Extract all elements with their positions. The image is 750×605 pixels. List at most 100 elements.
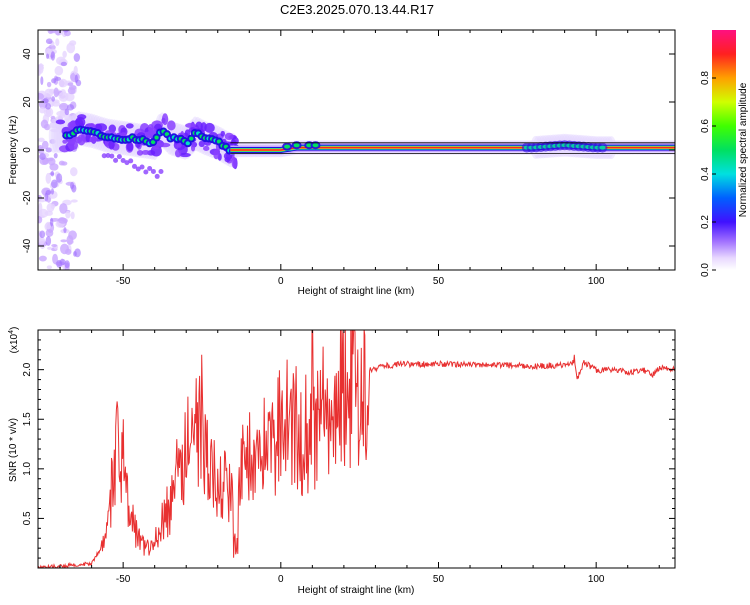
- purple-blob: [131, 163, 137, 169]
- purple-blob: [67, 140, 79, 151]
- noise-blob: [64, 108, 70, 116]
- noise-blob: [73, 53, 81, 62]
- spectrogram-panel: -50 0 50 100 -40 -20 0 20 40 Height of straight…: [8, 29, 676, 297]
- noise-blob: [52, 253, 58, 265]
- y-tick-label: 1.0: [22, 461, 33, 475]
- noise-blob: [38, 65, 42, 76]
- purple-blob: [147, 165, 153, 171]
- noise-blob: [48, 44, 56, 51]
- snr-x-label: Height of straight line (km): [298, 585, 415, 596]
- snr-multiplier-close: ): [9, 327, 20, 330]
- purple-blob: [179, 152, 191, 158]
- noise-blob: [74, 248, 81, 258]
- x-tick-label: 100: [588, 276, 605, 287]
- purple-blob: [204, 122, 215, 133]
- noise-blob: [54, 76, 62, 81]
- purple-blob: [161, 113, 169, 126]
- noise-blob: [38, 197, 47, 203]
- purple-blob: [136, 150, 144, 156]
- noise-blob: [51, 96, 56, 102]
- snr-panel: -50 0 50 100 0.5 1.0 1.5 2.0 Height of straigh…: [8, 327, 676, 596]
- noise-blob: [38, 236, 46, 245]
- y-tick-label: -40: [22, 238, 33, 253]
- noise-blob: [73, 65, 78, 75]
- noise-blob: [44, 192, 49, 202]
- purple-blob: [62, 139, 68, 144]
- noise-blob: [45, 172, 52, 184]
- noise-blob: [39, 230, 46, 239]
- noise-blob: [46, 53, 50, 59]
- colorbar-tick-label: 0.2: [700, 215, 711, 229]
- noise-blob: [56, 173, 63, 183]
- noise-blob: [47, 157, 56, 166]
- noise-blob: [50, 51, 56, 61]
- spectrogram-y-ticks: -40 -20 0 20 40: [22, 48, 675, 253]
- noise-blob: [38, 92, 45, 100]
- noise-blob: [67, 82, 74, 86]
- x-tick-label: -50: [116, 276, 131, 287]
- x-tick-label: 100: [588, 574, 605, 585]
- ridge-bump-core: [284, 144, 291, 149]
- noise-blob: [45, 190, 52, 195]
- noise-blob: [59, 102, 69, 111]
- noise-blob: [43, 123, 51, 131]
- purple-blob: [220, 130, 225, 137]
- noise-blob: [38, 208, 49, 218]
- noise-blob: [45, 38, 53, 45]
- purple-blob: [141, 150, 150, 155]
- y-tick-label: 0.5: [22, 511, 33, 525]
- noise-blob: [38, 255, 47, 262]
- purple-blob: [174, 149, 182, 158]
- purple-blob: [150, 168, 156, 174]
- noise-blob: [70, 211, 75, 220]
- ridge-bump-core: [293, 143, 300, 148]
- noise-blob: [46, 265, 53, 270]
- snr-x-ticks: -50 0 50 100: [59, 330, 660, 585]
- noise-blob: [47, 246, 52, 250]
- noise-blob: [58, 217, 68, 224]
- noise-blob: [59, 108, 66, 119]
- x-tick-label: 50: [433, 276, 445, 287]
- purple-blob: [75, 116, 86, 128]
- purple-blob: [126, 142, 134, 152]
- noise-blob: [70, 199, 78, 203]
- noise-blob: [58, 91, 69, 102]
- noise-blob: [45, 147, 53, 153]
- noise-blob: [45, 221, 52, 230]
- colorbar-ticks: 0.0 0.2 0.4 0.6 0.8: [700, 71, 716, 277]
- noise-blob: [45, 229, 54, 237]
- noise-blob: [56, 259, 62, 268]
- purple-blob: [85, 133, 91, 143]
- figure-title: C2E3.2025.070.13.44.R17: [280, 2, 434, 17]
- purple-blob: [224, 132, 234, 141]
- ridge-bump-core: [312, 143, 319, 148]
- colorbar-tick-label: 0.4: [700, 167, 711, 181]
- purple-blob: [101, 153, 107, 159]
- noise-blob: [70, 167, 78, 177]
- spectrogram-marks: [38, 30, 675, 270]
- noise-blob: [62, 30, 69, 33]
- purple-blob: [125, 123, 134, 129]
- snr-multiplier: (x104): [8, 327, 20, 354]
- green-core: [150, 140, 156, 145]
- green-core: [189, 136, 194, 141]
- y-tick-label: 0: [22, 147, 33, 153]
- noise-blob: [51, 101, 61, 107]
- x-tick-label: 0: [278, 574, 284, 585]
- noise-blob: [39, 152, 46, 160]
- purple-blob: [143, 169, 149, 175]
- noise-blob: [40, 76, 44, 85]
- purple-blob: [89, 136, 98, 143]
- purple-blob: [124, 160, 130, 166]
- noise-blob: [62, 50, 67, 58]
- snr-multiplier-base: (x10: [9, 333, 20, 353]
- noise-blob: [46, 108, 52, 118]
- purple-blob: [139, 164, 145, 170]
- noise-blob: [67, 104, 75, 111]
- noise-blob: [64, 260, 70, 269]
- colorbar-tick-label: 0.6: [700, 119, 711, 133]
- purple-blob: [154, 173, 160, 179]
- purple-blob: [135, 166, 141, 172]
- purple-blob: [116, 154, 122, 160]
- noise-blob: [58, 78, 68, 88]
